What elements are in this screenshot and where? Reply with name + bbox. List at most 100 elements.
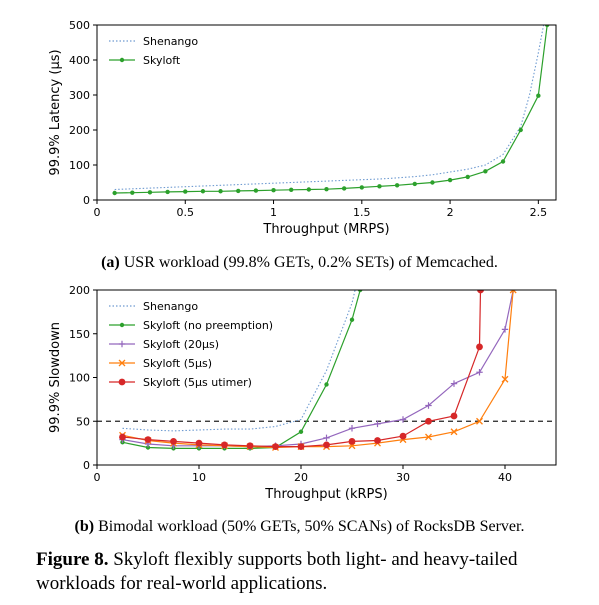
chart-a-ytick-label-1: 100	[69, 159, 90, 172]
chart-a-series-1-point-11	[306, 187, 312, 192]
chart-b-series-3-point-16	[509, 290, 517, 294]
chart-b-series-4-point-15	[477, 290, 484, 294]
chart-a-plot-area	[112, 25, 550, 196]
chart-a-series-1-point-5	[200, 189, 206, 194]
chart-a-series-1-point-13	[341, 186, 347, 191]
chart-b-series-1-point-7	[298, 429, 304, 434]
chart-b-series-4	[119, 290, 484, 451]
chart-b-ytick-label-1: 50	[76, 415, 90, 428]
chart-a-series-1-point-15	[377, 184, 382, 189]
chart-a-series-0-line	[114, 25, 545, 191]
chart-a-series-1-point-16	[394, 183, 400, 188]
chart-b-legend-entry-3-marker	[118, 359, 126, 367]
chart-a-legend: Shenango Skyloft	[109, 35, 198, 67]
chart-b-series-1-point-8	[324, 382, 329, 387]
chart-a-legend-entry-0: Shenango	[109, 35, 198, 48]
chart-b-series-4-point-10	[374, 437, 381, 444]
chart-a-series-1-point-14	[359, 185, 365, 190]
chart-b-series-4-point-0	[119, 433, 126, 441]
chart-b-series-0-line	[122, 290, 356, 432]
chart-a-usr-memcached: 0 0.5 1 1.5 2 2.5 0 100 200 300 400 500 Throughput (…	[48, 19, 557, 237]
chart-b-series-2-point-15	[501, 326, 509, 333]
chart-b-series-4-point-2	[170, 437, 177, 445]
chart-b-ytick-label-3: 150	[69, 328, 90, 341]
chart-b-legend-entry-2-label: Skyloft (20μs)	[143, 338, 219, 351]
chart-a-series-1-point-6	[218, 189, 223, 194]
chart-a-series-1-point-19	[447, 177, 453, 183]
chart-a-xtick-label-5: 2.5	[530, 206, 548, 219]
chart-b-series-3-point-14	[476, 417, 483, 425]
chart-a-series-1	[112, 25, 550, 196]
chart-a-xtick-label-2: 1	[270, 206, 277, 219]
chart-b-series-1-point-9	[349, 317, 355, 322]
chart-a-legend-entry-0-label: Shenango	[143, 35, 198, 48]
chart-a-xtick-label-1: 0.5	[177, 206, 195, 219]
chart-a-series-1-point-9	[271, 188, 276, 193]
chart-b-xtick-label-2: 20	[294, 471, 308, 484]
chart-a-xtick-label-0: 0	[94, 206, 101, 219]
chart-b-series-1-point-1	[145, 445, 151, 450]
figure-caption: Figure 8. Skyloft flexibly supports both…	[36, 549, 518, 594]
chart-b-series-4-point-5	[246, 442, 254, 450]
chart-a-series-1-point-8	[253, 188, 259, 193]
chart-b-series-3-point-12	[425, 433, 432, 441]
chart-b-series-2-point-9	[348, 425, 356, 432]
chart-b-ytick-label-4: 200	[69, 284, 90, 297]
chart-b-series-4-point-13	[450, 412, 458, 420]
chart-b-series-2-point-8	[323, 434, 330, 442]
chart-b-xtick-label-4: 40	[498, 471, 512, 484]
chart-b-legend-entry-4: Skyloft (5μs utimer)	[109, 376, 252, 389]
chart-a-series-1-point-18	[430, 180, 435, 185]
chart-b-series-2-point-14	[476, 369, 483, 376]
chart-b-series-4-line	[122, 290, 482, 448]
chart-b-series-2-point-12	[425, 402, 432, 409]
chart-a-series-0	[114, 25, 545, 191]
chart-b-legend-entry-3-label: Skyloft (5μs)	[143, 357, 212, 370]
chart-b-series-4-point-11	[399, 432, 407, 440]
chart-a-xlabel: Throughput (MRPS)	[262, 222, 389, 237]
chart-b-series-2-point-10	[374, 420, 381, 428]
chart-b-series-4-point-6	[272, 443, 279, 451]
chart-a-xtick-label-4: 2	[447, 206, 454, 219]
chart-a-ytick-label-2: 200	[69, 124, 90, 137]
chart-a-legend-entry-1-label: Skyloft	[143, 54, 181, 67]
chart-b-series-4-point-12	[425, 417, 432, 425]
chart-a-series-1-point-17	[412, 181, 417, 187]
chart-a-series-1-point-22	[500, 159, 506, 164]
chart-a-ytick-label-3: 300	[69, 89, 90, 102]
chart-a-ytick-label-4: 400	[69, 54, 90, 67]
chart-a-series-1-point-20	[465, 174, 470, 180]
chart-b-legend-entry-0-label: Shenango	[143, 300, 198, 313]
chart-a-series-1-point-25	[544, 25, 550, 28]
chart-b-legend-entry-0: Shenango	[109, 300, 198, 313]
chart-b-xlabel: Throughput (kRPS)	[264, 487, 387, 502]
chart-b-legend-entry-2: Skyloft (20μs)	[109, 338, 219, 351]
chart-b-legend-entry-1: Skyloft (no preemption)	[109, 319, 273, 332]
chart-b-legend-entry-4-label: Skyloft (5μs utimer)	[143, 376, 252, 389]
chart-b-series-4-point-8	[323, 441, 330, 449]
chart-a-ylabel: 99.9% Latency (μs)	[48, 49, 63, 175]
chart-b-series-4-point-7	[297, 443, 305, 451]
chart-b-ytick-label-0: 0	[83, 459, 90, 472]
chart-b-ylabel: 99.9% Slowdown	[48, 322, 63, 433]
chart-a-series-1-point-1	[130, 190, 135, 195]
chart-a-series-1-point-12	[324, 186, 329, 192]
chart-a-xtick-label-3: 1.5	[353, 206, 371, 219]
chart-a-legend-entry-1: Skyloft	[109, 54, 181, 67]
chart-b-series-4-point-1	[144, 436, 152, 444]
chart-b-ytick-label-2: 100	[69, 372, 90, 385]
chart-b-bimodal-rocksdb: 0 10 20 30 40 0 50 100 150 200 Throughput (kRPS) 99…	[48, 284, 557, 502]
chart-a-series-1-point-0	[112, 190, 117, 196]
caption-a: (a) USR workload (99.8% GETs, 0.2% SETs)…	[101, 254, 498, 271]
chart-a-series-1-point-7	[236, 188, 241, 194]
caption-b: (b) Bimodal workload (50% GETs, 50% SCAN…	[74, 518, 525, 535]
chart-b-series-4-point-14	[476, 343, 483, 351]
chart-a-series-1-point-23	[518, 127, 523, 133]
chart-b-series-0	[122, 290, 356, 432]
chart-b-plot-area	[119, 290, 517, 451]
chart-a-plot-frame	[96, 24, 557, 201]
chart-a-ytick-label-0: 0	[83, 194, 90, 207]
chart-a-series-1-point-4	[183, 189, 188, 194]
chart-a-series-1-line	[114, 25, 548, 194]
chart-b-xtick-label-1: 10	[192, 471, 206, 484]
